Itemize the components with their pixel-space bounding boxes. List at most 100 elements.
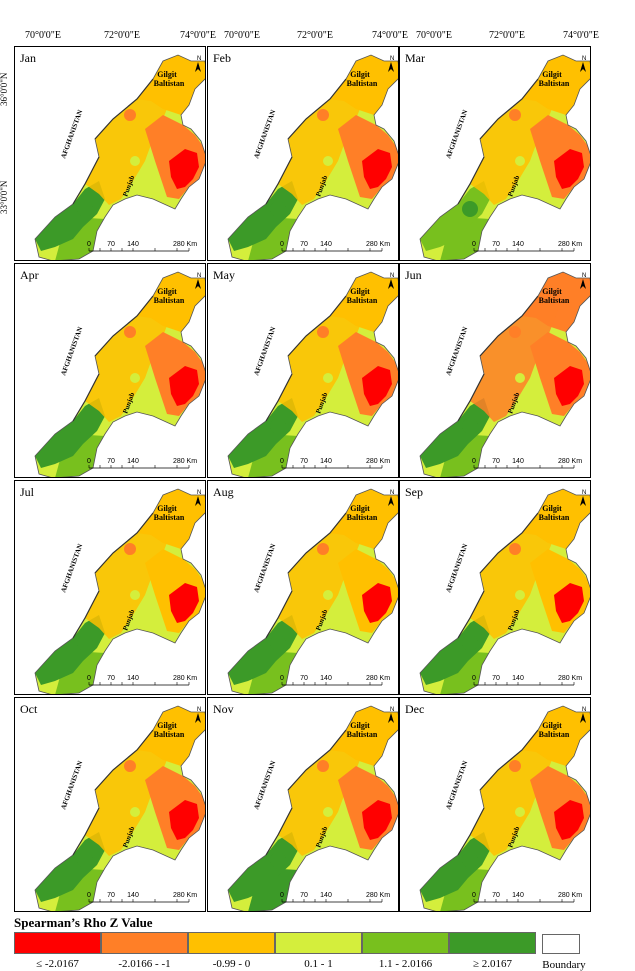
map-panel-jul: Gilgit Baltistan AFGHANISTAN Punjab N 0 70 140 2… (14, 480, 206, 695)
afghanistan-border (457, 729, 539, 856)
region-label-baltistan: Baltistan (154, 513, 185, 522)
zone-east-core (169, 800, 199, 840)
map-panel-oct: Gilgit Baltistan AFGHANISTAN Punjab N 0 70 140 2… (14, 697, 206, 912)
zone-east-core (362, 149, 392, 189)
svg-text:N: N (390, 273, 394, 279)
svg-text:N: N (390, 707, 394, 713)
scale-label: 70 (300, 241, 308, 248)
scale-label: 0 (280, 241, 284, 248)
scale-label: 0 (87, 241, 91, 248)
legend-swatch (275, 932, 362, 954)
scale-label: 140 (512, 241, 524, 248)
svg-text:N: N (390, 56, 394, 62)
scale-bar: 0 70 140 280 Km (280, 675, 390, 686)
region-label-baltistan: Baltistan (539, 730, 570, 739)
zone-east-core (554, 366, 584, 406)
north-arrow-icon: N (580, 56, 586, 72)
legend-label: -2.0166 - -1 (118, 958, 171, 970)
zone-east-core (362, 583, 392, 623)
map-panel-nov: Gilgit Baltistan AFGHANISTAN Punjab N 0 70 140 2… (207, 697, 399, 912)
longitude-label: 70°0'0"E (25, 30, 61, 41)
afghanistan-border (265, 295, 347, 422)
scale-label: 70 (107, 458, 115, 465)
scale-label: 280 Km (558, 458, 582, 465)
month-label: Jul (20, 485, 35, 499)
svg-text:N: N (197, 273, 201, 279)
scale-label: 0 (472, 241, 476, 248)
month-label: Jun (405, 268, 422, 282)
svg-text:N: N (390, 490, 394, 496)
region-label-gilgit: Gilgit (542, 504, 562, 513)
longitude-label: 72°0'0"E (104, 30, 140, 41)
zone-center (470, 734, 558, 856)
legend-label: ≤ -2.0167 (36, 958, 79, 970)
zone-west (228, 832, 298, 902)
scale-label: 140 (320, 241, 332, 248)
country-label-afghanistan: AFGHANISTAN (59, 109, 84, 160)
hotspot (77, 418, 93, 434)
month-label: May (213, 268, 235, 282)
scale-label: 70 (492, 458, 500, 465)
region-label-gilgit: Gilgit (542, 70, 562, 79)
region-label-baltistan: Baltistan (539, 513, 570, 522)
zone-center (85, 734, 173, 856)
scale-label: 70 (300, 675, 308, 682)
country-label-afghanistan: AFGHANISTAN (252, 109, 277, 160)
legend-label: 1.1 - 2.0166 (378, 958, 433, 970)
region-label-gilgit: Gilgit (350, 70, 370, 79)
svg-text:N: N (197, 490, 201, 496)
legend-label: -0.99 - 0 (212, 958, 251, 970)
scale-bar: 0 70 140 280 Km (87, 675, 197, 686)
map-panel-sep: Gilgit Baltistan AFGHANISTAN Punjab N 0 70 140 2… (399, 480, 591, 695)
afghanistan-border (457, 295, 539, 422)
scale-label: 140 (320, 458, 332, 465)
hotspot (130, 373, 140, 383)
svg-text:N: N (197, 707, 201, 713)
hotspot (317, 326, 329, 338)
zone-center (85, 83, 173, 205)
hotspot (130, 807, 140, 817)
zone-center (85, 300, 173, 422)
legend-title: Spearman’s Rho Z Value (14, 915, 153, 930)
scale-label: 140 (127, 892, 139, 899)
map-panel-jun: Gilgit Baltistan AFGHANISTAN Punjab N 0 70 140 2… (399, 263, 591, 478)
hotspot (270, 852, 286, 868)
north-arrow-icon: N (580, 490, 586, 506)
scale-label: 0 (87, 458, 91, 465)
legend-label-boundary: Boundary (542, 959, 586, 971)
hotspot (462, 635, 478, 651)
scale-label: 280 Km (366, 675, 390, 682)
scale-label: 140 (127, 675, 139, 682)
map-panel-may: Gilgit Baltistan AFGHANISTAN Punjab N 0 70 140 2… (207, 263, 399, 478)
hotspot (323, 156, 333, 166)
scale-label: 70 (300, 892, 308, 899)
scale-label: 0 (87, 892, 91, 899)
afghanistan-border (265, 78, 347, 205)
region-label-baltistan: Baltistan (347, 730, 378, 739)
zone-west (35, 615, 105, 685)
zone-west (420, 398, 490, 468)
hotspot (130, 156, 140, 166)
svg-text:N: N (582, 707, 586, 713)
afghanistan-border (457, 78, 539, 205)
scale-label: 70 (107, 892, 115, 899)
zone-east-core (554, 149, 584, 189)
hotspot (124, 760, 136, 772)
scale-label: 280 Km (366, 458, 390, 465)
scale-label: 280 Km (173, 892, 197, 899)
hotspot (317, 109, 329, 121)
scale-label: 140 (512, 675, 524, 682)
scale-label: 280 Km (173, 458, 197, 465)
scale-label: 280 Km (558, 675, 582, 682)
map-panel-feb: Gilgit Baltistan AFGHANISTAN Punjab N 0 70 140 2… (207, 46, 399, 261)
scale-bar: 0 70 140 280 Km (280, 241, 390, 252)
scale-label: 140 (320, 892, 332, 899)
legend-swatch (14, 932, 101, 954)
longitude-label: 74°0'0"E (563, 30, 599, 41)
zone-center (470, 517, 558, 639)
